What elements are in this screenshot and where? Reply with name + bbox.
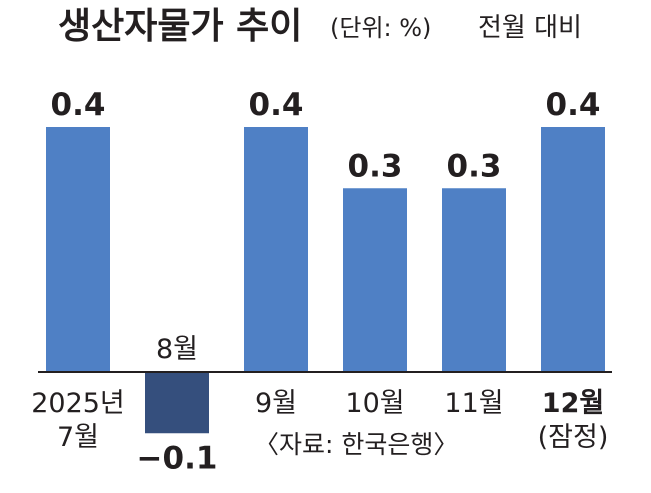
category-label-4: 10월: [345, 388, 404, 419]
category-label-6-line2: (잠정): [538, 422, 609, 453]
value-label-6: 0.4: [546, 87, 601, 123]
bar-5: [442, 188, 506, 372]
value-label-2: −0.1: [137, 440, 218, 476]
bar-4: [343, 188, 407, 372]
unit-label: (단위: %): [330, 14, 431, 42]
bar-1: [46, 127, 110, 372]
value-label-1: 0.4: [51, 87, 106, 123]
value-label-4: 0.3: [348, 148, 403, 184]
bar-3: [244, 127, 308, 372]
bars-group: [46, 127, 605, 434]
category-label-1-line2: 7월: [57, 422, 99, 453]
basis-label: 전월 대비: [478, 13, 582, 43]
category-label-6-line1: 12월: [542, 388, 604, 419]
chart-title: 생산자물가 추이: [58, 6, 302, 47]
value-label-5: 0.3: [447, 148, 502, 184]
bar-2: [145, 372, 209, 434]
value-label-3: 0.4: [249, 87, 304, 123]
category-label-5: 11월: [444, 388, 503, 419]
category-label-2: 8월: [156, 334, 198, 365]
category-label-3: 9월: [255, 388, 297, 419]
category-label-1-line1: 2025년: [31, 388, 125, 419]
source-note: 〈자료: 한국은행〉: [254, 430, 458, 459]
bar-6: [541, 127, 605, 372]
